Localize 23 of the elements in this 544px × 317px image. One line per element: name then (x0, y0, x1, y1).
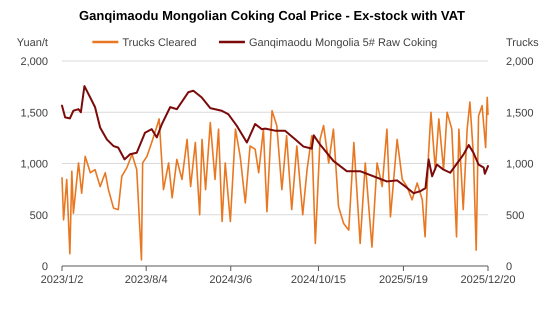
x-tick-label: 2023/1/2 (40, 274, 84, 286)
y-tick-label: 0 (42, 261, 48, 273)
y2-tick-label: 1,000 (506, 158, 534, 170)
legend-label: Trucks Cleared (122, 37, 197, 49)
y-tick-label: 500 (30, 210, 48, 222)
chart-title: Ganqimaodu Mongolian Coking Coal Price - Ex-stock with VAT (79, 8, 466, 23)
x-tick-label: 2024/3/6 (209, 274, 252, 286)
y-tick-label: 2,000 (20, 56, 48, 68)
line-series (61, 96, 489, 261)
y-tick-label: 1,500 (20, 107, 48, 120)
x-tick-label: 2025/12/20 (460, 274, 516, 286)
y2-tick-label: 2,000 (506, 56, 534, 68)
y2-tick-label: 0 (506, 261, 512, 273)
x-tick-label: 2025/5/19 (378, 274, 428, 286)
x-tick-label: 2023/8/4 (124, 274, 168, 286)
y-tick-label: 1,000 (20, 158, 48, 170)
y-axis-title: Yuan/t (16, 37, 48, 49)
x-tick-label: 2024/10/15 (290, 274, 346, 286)
legend-label: Ganqimaodu Mongolia 5# Raw Coking (248, 37, 438, 49)
y2-axis-title: Trucks (506, 37, 540, 49)
y2-tick-label: 1,500 (506, 107, 534, 120)
line-series (61, 85, 489, 194)
y2-tick-label: 500 (506, 210, 524, 222)
